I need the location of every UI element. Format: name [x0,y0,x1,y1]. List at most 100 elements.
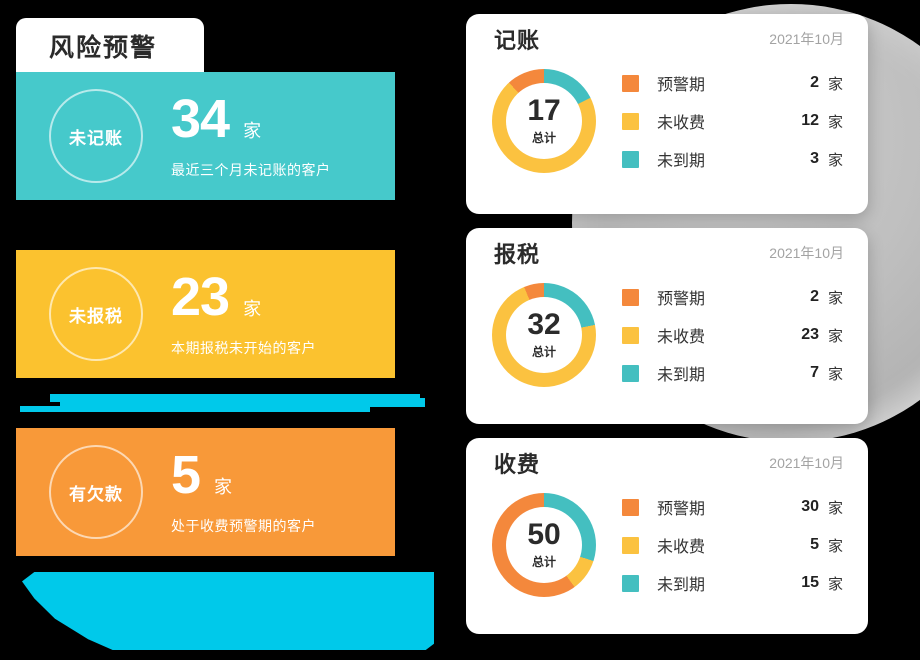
panel-header: 记账 2021年10月 [466,14,868,64]
ring-badge-label: 未记账 [69,128,123,148]
legend-value: 2 [810,74,819,91]
risk-card-content: 23 家 本期报税未开始的客户 [171,270,316,358]
legend-unit: 家 [828,499,844,517]
legend-label: 预警期 [657,501,706,518]
donut-chart: 32 总计 [492,283,596,387]
legend-swatch-unpaid [622,326,639,344]
ring-badge-label: 未报税 [69,306,123,326]
legend-row[interactable]: 未到期 7 家 [622,354,846,392]
risk-card-unbooked[interactable]: 未记账 34 家 最近三个月未记账的客户 [16,72,395,200]
legend-value: 23 [801,326,819,343]
legend-row[interactable]: 未到期 3 家 [622,140,846,178]
legend-row[interactable]: 预警期 30 家 [622,488,846,526]
legend-value: 12 [801,112,819,129]
risk-card-value: 23 [171,267,230,327]
legend-row[interactable]: 预警期 2 家 [622,64,846,102]
risk-card-value: 5 [171,445,201,505]
cyan-banner-decoration [22,572,434,650]
donut-total-label: 总计 [531,345,556,359]
page-title-card: 风险预警 [16,18,204,73]
legend-row[interactable]: 未收费 12 家 [622,102,846,140]
risk-card-value: 34 [171,89,230,149]
risk-card-unit: 家 [243,121,262,141]
risk-card-unfiled[interactable]: 未报税 23 家 本期报税未开始的客户 [16,250,395,378]
legend-label: 预警期 [657,77,706,94]
panel-header: 报税 2021年10月 [466,228,868,278]
legend-swatch-notdue [622,364,639,382]
legend-row[interactable]: 未收费 5 家 [622,526,846,564]
legend-unit: 家 [828,365,844,383]
panel-title: 报税 [494,242,541,267]
panel-body: 32 总计 预警期 2 家 未收费 23 家 [466,278,868,392]
panel-header: 收费 2021年10月 [466,438,868,488]
donut-center: 32 总计 [506,297,582,373]
legend: 预警期 30 家 未收费 5 家 未到期 15 家 [622,488,846,602]
ring-badge: 有欠款 [49,445,143,539]
legend-swatch-warning [622,498,639,516]
donut-center: 50 总计 [506,507,582,583]
cyan-stripe-decoration [20,406,370,412]
donut-total-value: 32 [527,308,561,341]
legend-swatch-warning [622,74,639,92]
risk-card-arrears[interactable]: 有欠款 5 家 处于收费预警期的客户 [16,428,395,556]
legend-unit: 家 [828,75,844,93]
risk-card-unit: 家 [214,477,233,497]
summary-panel-tax-filing[interactable]: 报税 2021年10月 32 总计 预警期 2 家 未 [466,228,868,424]
donut-total-value: 17 [527,94,561,127]
legend-value: 3 [810,150,819,167]
donut-chart: 50 总计 [492,493,596,597]
legend-swatch-warning [622,288,639,306]
legend-label: 未收费 [657,329,706,346]
panel-body: 50 总计 预警期 30 家 未收费 5 家 [466,488,868,602]
legend-row[interactable]: 未到期 15 家 [622,564,846,602]
legend-label: 未收费 [657,115,706,132]
page-title: 风险预警 [49,33,158,62]
donut-chart: 17 总计 [492,69,596,173]
legend-unit: 家 [828,537,844,555]
legend-unit: 家 [828,327,844,345]
donut-total-label: 总计 [531,131,556,145]
legend-swatch-unpaid [622,536,639,554]
legend-unit: 家 [828,151,844,169]
legend-value: 15 [801,574,819,591]
panel-body: 17 总计 预警期 2 家 未收费 12 家 [466,64,868,178]
legend-swatch-notdue [622,150,639,168]
legend-unit: 家 [828,289,844,307]
risk-card-description: 最近三个月未记账的客户 [171,162,331,178]
legend-row[interactable]: 未收费 23 家 [622,316,846,354]
risk-card-content: 5 家 处于收费预警期的客户 [171,448,316,536]
legend-swatch-unpaid [622,112,639,130]
donut-total-label: 总计 [531,555,556,569]
legend-swatch-notdue [622,574,639,592]
panel-title: 记账 [494,28,541,53]
legend-label: 未收费 [657,539,706,556]
legend-label: 未到期 [657,153,706,170]
legend-label: 未到期 [657,367,706,384]
risk-card-description: 处于收费预警期的客户 [171,518,316,534]
legend-unit: 家 [828,575,844,593]
legend-value: 2 [810,288,819,305]
summary-panel-billing[interactable]: 收费 2021年10月 50 总计 预警期 30 家 [466,438,868,634]
cyan-stripe-decoration [60,398,425,407]
legend-value: 30 [801,498,819,515]
donut-center: 17 总计 [506,83,582,159]
donut-total-value: 50 [527,518,561,551]
panel-date: 2021年10月 [769,245,844,261]
legend-value: 5 [810,536,819,553]
risk-card-description: 本期报税未开始的客户 [171,340,316,356]
panel-date: 2021年10月 [769,31,844,47]
risk-card-content: 34 家 最近三个月未记账的客户 [171,92,331,180]
ring-badge: 未报税 [49,267,143,361]
panel-title: 收费 [494,452,541,477]
legend-unit: 家 [828,113,844,131]
ring-badge-label: 有欠款 [69,484,123,504]
legend-label: 预警期 [657,291,706,308]
legend: 预警期 2 家 未收费 23 家 未到期 7 家 [622,278,846,392]
legend-label: 未到期 [657,577,706,594]
legend-value: 7 [810,364,819,381]
panel-date: 2021年10月 [769,455,844,471]
legend-row[interactable]: 预警期 2 家 [622,278,846,316]
risk-card-unit: 家 [243,299,262,319]
summary-panel-bookkeeping[interactable]: 记账 2021年10月 17 总计 预警期 2 家 未 [466,14,868,214]
